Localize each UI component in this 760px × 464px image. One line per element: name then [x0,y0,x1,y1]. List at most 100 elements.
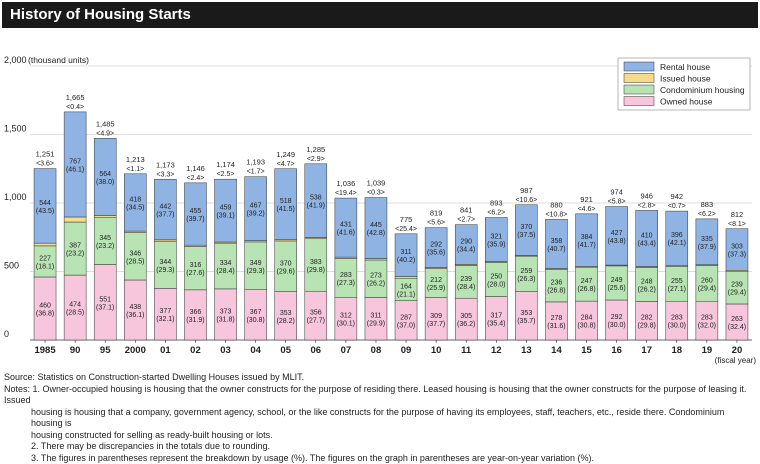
segment-share-label: (18.1) [36,263,54,270]
segment-share-label: (32.0) [698,323,716,330]
segment-value-label: 334 [220,260,232,267]
segment-share-label: (39.7) [186,216,204,223]
bar-yoy-label: <2.4> [186,175,204,182]
segment-share-label: (39.1) [216,213,234,220]
segment-share-label: (25.6) [607,285,625,292]
segment-share-label: (29.9) [367,321,385,328]
legend-label: Issued house [660,74,711,84]
x-tick-label: 05 [280,345,291,356]
bar-total-label: 883 [701,200,714,209]
segment-value-label: 239 [460,276,472,283]
segment-share-label: (41.5) [277,206,295,213]
segment-value-label: 353 [521,310,533,317]
x-tick-label: 02 [190,345,201,356]
segment-value-label: 321 [490,234,502,241]
bar-yoy-label: <8.1> [728,221,746,228]
legend-label: Rental house [660,62,710,72]
segment-share-label: (21.1) [397,291,415,298]
x-tick-label: 15 [581,345,592,356]
segment-value-label: 367 [250,309,262,316]
x-tick-label: 18 [672,345,683,356]
segment-share-label: (37.1) [96,304,114,311]
segment-share-label: (36.2) [457,321,475,328]
y-tick-label: 1,500 [4,124,27,134]
segment-value-label: 292 [430,242,442,249]
x-tick-label: 10 [431,345,442,356]
segment-share-label: (25.9) [427,285,445,292]
segment-share-label: (29.4) [728,290,746,297]
note-2: 2. There may be discrepancies in the tot… [4,441,756,453]
x-tick-label: 1985 [34,345,56,356]
segment-share-label: (31.6) [547,323,565,330]
y-tick-label: 0 [4,329,9,339]
bar-segment [395,276,417,278]
x-tick-label: 17 [641,345,652,356]
segment-value-label: 250 [490,273,502,280]
legend-swatch [624,97,654,106]
segment-value-label: 346 [129,250,141,257]
segment-share-label: (27.6) [186,270,204,277]
bar-yoy-label: <6.2> [487,210,505,217]
bar-yoy-label: <0.3> [367,190,385,197]
bar-total-label: 893 [490,199,503,208]
bar-yoy-label: <4.7> [277,161,295,168]
segment-share-label: (42.1) [668,240,686,247]
bar-yoy-label: <5.8> [608,199,626,206]
segment-share-label: (29.3) [156,267,174,274]
segment-value-label: 445 [370,222,382,229]
segment-share-label: (30.8) [246,317,264,324]
segment-value-label: 248 [641,278,653,285]
segment-value-label: 358 [551,238,563,245]
x-axis-label: (fiscal year) [715,356,757,365]
segment-share-label: (43.4) [638,240,656,247]
segment-share-label: (29.3) [246,268,264,275]
segment-share-label: (28.0) [487,281,505,288]
x-tick-label: 09 [401,345,412,356]
segment-value-label: 455 [190,208,202,215]
bar-total-label: 946 [640,191,653,200]
segment-value-label: 303 [731,244,743,251]
segment-value-label: 283 [671,315,683,322]
segment-share-label: (37.5) [517,232,535,239]
x-tick-label: 04 [250,345,261,356]
x-tick-label: 07 [341,345,352,356]
segment-share-label: (30.0) [607,322,625,329]
segment-value-label: 370 [280,260,292,267]
note-1: Notes: 1. Owner-occupied housing is hous… [4,384,756,407]
segment-share-label: (41.9) [307,203,325,210]
segment-value-label: 305 [460,313,472,320]
source-note: Source: Statistics on Construction-start… [4,372,756,384]
x-tick-label: 95 [100,345,111,356]
segment-value-label: 212 [430,277,442,284]
bar-yoy-label: <10.6> [515,197,537,204]
segment-value-label: 366 [190,309,202,316]
bar-total-label: 1,285 [306,145,325,154]
bar-total-label: 1,485 [96,119,115,128]
segment-value-label: 474 [69,302,81,309]
segment-share-label: (40.7) [547,246,565,253]
segment-share-label: (32.1) [156,316,174,323]
segment-value-label: 273 [370,273,382,280]
segment-value-label: 384 [581,234,593,241]
segment-value-label: 249 [611,277,623,284]
segment-share-label: (23.2) [66,251,84,258]
segment-share-label: (31.8) [216,316,234,323]
segment-share-label: (28.4) [216,268,234,275]
segment-value-label: 349 [250,260,262,267]
segment-share-label: (27.3) [337,280,355,287]
segment-share-label: (37.7) [427,321,445,328]
segment-share-label: (35.9) [487,242,505,249]
x-tick-label: 12 [491,345,502,356]
segment-value-label: 370 [521,224,533,231]
segment-value-label: 290 [460,239,472,246]
segment-share-label: (35.6) [427,250,445,257]
segment-value-label: 335 [701,236,713,243]
segment-share-label: (46.1) [66,166,84,173]
segment-share-label: (28.5) [126,258,144,265]
segment-share-label: (26.8) [577,286,595,293]
segment-value-label: 278 [551,315,563,322]
segment-share-label: (32.4) [728,324,746,331]
segment-value-label: 438 [129,304,141,311]
segment-share-label: (40.2) [397,257,415,264]
bar-yoy-label: <1.7> [247,169,265,176]
